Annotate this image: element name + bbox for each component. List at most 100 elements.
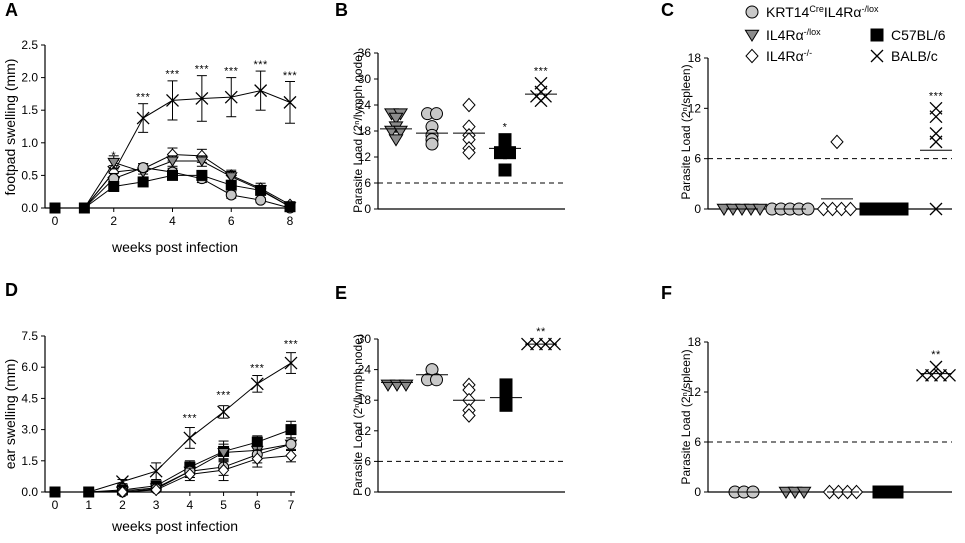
group-circle [416,363,448,387]
significance-label: *** [216,389,231,401]
panel-letter: B [335,0,348,20]
series-diamond [55,448,297,499]
y-tick-label: 18 [358,393,372,407]
data-point [217,447,230,459]
legend-label: IL4Rα-/lox [766,27,821,43]
data-point [137,162,149,174]
data-point [388,134,404,147]
data-point [137,176,149,188]
panel-letter: D [5,280,18,300]
x-tick-label: 6 [228,214,235,228]
data-point [499,398,513,412]
data-point [150,483,162,497]
data-point [929,135,943,149]
legend-symbol [870,49,884,63]
y-tick-label: 12 [688,101,702,115]
data-point [734,203,750,216]
data-point [217,463,230,477]
group-triangle [380,108,412,147]
panel-letter: A [5,0,18,20]
legend-label: BALB/c [891,48,938,64]
group-triangle [380,379,414,392]
panel-d: D 0.0 1.5 3.0 4.5 6.0 7.5 0 1 2 3 4 5 6 7 weeks post in… [2,280,298,534]
x-tick-label: 0 [52,498,59,512]
significance-label: *** [283,70,298,82]
y-tick-label: 24 [358,98,372,112]
y-tick-label: 0 [364,202,371,216]
data-point [78,202,90,214]
panel-a: A 0.0 0.5 1.0 1.5 2.0 2.5 0 2 4 6 8 weeks post infec… [2,0,297,255]
group-diamond [822,484,864,500]
data-point [796,486,812,499]
significance-label: *** [253,59,268,71]
legend-label: IL4Rα-/- [766,48,812,64]
y-axis-label: Parasite Load (2ⁿ/spleen) [679,64,693,199]
data-point [398,379,414,392]
y-tick-label: 6.0 [21,360,38,374]
significance-label: *** [183,412,198,424]
panel-letter: F [661,283,672,303]
y-axis-label: ear swelling (mm) [2,359,18,469]
data-point [166,93,179,107]
legend: KRT14CreIL4Rα-/lox IL4Rα-/lox IL4Rα-/- C57B… [744,4,946,64]
data-point [830,134,844,150]
y-tick-label: 12 [358,150,372,164]
data-point [136,111,150,125]
data-point [283,95,297,109]
data-point [255,194,267,206]
data-point [752,203,768,216]
y-tick-label: 12 [358,424,372,438]
y-axis-label: Parasite Load (2ⁿ/spleen) [679,349,693,484]
legend-symbol [870,28,884,42]
data-point [107,157,121,169]
significance-label: ** [536,326,546,338]
y-tick-label: 2.0 [21,71,38,85]
data-point [925,368,938,382]
data-point [929,202,943,216]
series-circle [55,162,296,214]
y-tick-label: 18 [688,51,702,65]
y-tick-label: 6 [364,176,371,190]
significance-label: *** [136,91,151,103]
x-tick-label: 5 [220,498,227,512]
y-tick-label: 0.5 [21,168,38,182]
y-tick-label: 6 [364,454,371,468]
y-axis-label: Parasite Load (2ⁿ/lymph node) [351,334,365,496]
series-square [49,169,296,214]
y-tick-label: 4.5 [21,391,38,405]
significance-label: * [111,150,116,162]
data-point [503,146,516,160]
group-diamond [453,97,485,161]
data-point [425,137,439,151]
data-point [843,201,858,217]
group-circle [728,485,760,499]
panel-letter: E [335,283,347,303]
significance-label: *** [224,65,239,77]
x-tick-label: 1 [85,498,92,512]
significance-label: * [503,122,508,134]
data-point [388,112,404,125]
data-point [787,486,803,499]
data-point [934,368,947,382]
y-tick-label: 6 [694,152,701,166]
x-tick-label: 2 [110,214,117,228]
data-point [108,180,120,192]
group-triangle [716,203,768,216]
legend-symbol [745,5,759,19]
legend-symbol [745,48,759,64]
group-circle [416,107,448,151]
data-point [462,408,476,423]
y-tick-label: 18 [688,335,702,349]
y-tick-label: 3.0 [21,423,38,437]
significance-label: *** [929,90,944,102]
data-point [430,373,443,387]
data-point [285,438,297,450]
data-point [224,172,238,183]
significance-label: *** [250,362,265,374]
group-circle [765,202,815,216]
data-point [255,184,267,196]
data-point [716,203,732,216]
